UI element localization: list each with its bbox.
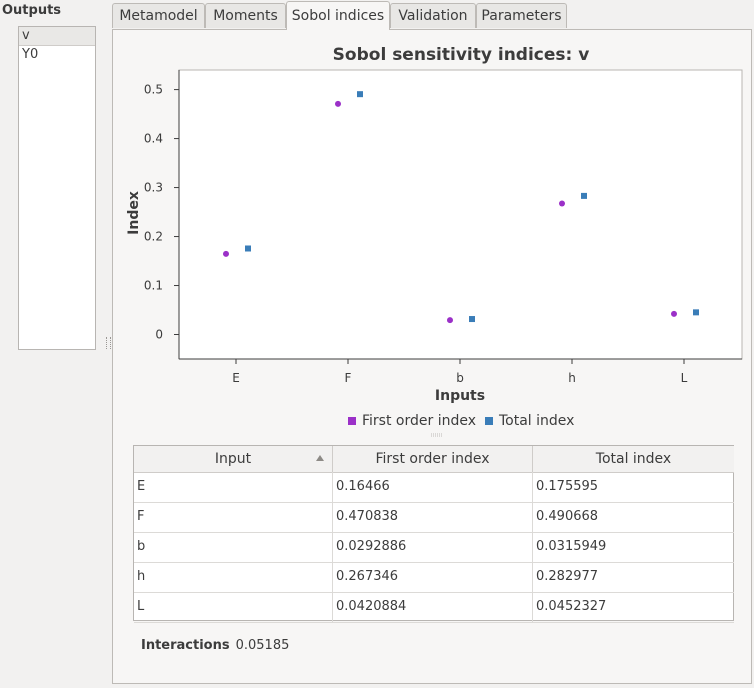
column-header-total-index[interactable]: Total index (595, 451, 672, 467)
table-row[interactable]: F 0.470838 0.490668 (134, 502, 734, 533)
first-order-point-L (671, 310, 677, 317)
y-ticks: 0 0.1 0.2 0.3 0.4 0.5 (144, 83, 179, 342)
first-order-point-F (335, 100, 341, 107)
table-row[interactable]: b 0.0292886 0.0315949 (134, 532, 734, 563)
column-header-first-order-index[interactable]: First order index (333, 446, 533, 472)
tab-metamodel[interactable]: Metamodel (112, 3, 205, 28)
cell-input: F (134, 502, 333, 532)
y-tick-label: 0 (155, 328, 163, 342)
cell-input: L (134, 592, 333, 622)
tab-sobol-indices[interactable]: Sobol indices (286, 1, 390, 30)
sobol-chart: Sobol sensitivity indices: v 0 0.1 0.2 0.3 0… (113, 30, 753, 440)
legend-label-first-order: First order index (362, 413, 476, 429)
table-header: Input First order index Total index (134, 446, 734, 473)
total-index-point-F (357, 91, 363, 98)
x-axis-label: Inputs (435, 388, 485, 404)
total-index-point-L (693, 309, 699, 316)
total-index-point-E (245, 245, 251, 252)
tab-validation[interactable]: Validation (390, 3, 476, 28)
total-index-point-h (581, 192, 587, 199)
data-points (223, 91, 699, 324)
table-row[interactable]: h 0.267346 0.282977 (134, 562, 734, 593)
legend-swatch-total (485, 417, 493, 425)
outputs-label: Outputs (2, 3, 62, 18)
cell-input: h (134, 562, 333, 592)
y-tick-label: 0.2 (144, 230, 163, 244)
x-tick-label: b (456, 371, 464, 385)
chart-splitter-handle[interactable] (431, 433, 443, 437)
cell-first-order-index: 0.470838 (333, 502, 533, 532)
legend-label-total: Total index (498, 413, 574, 429)
legend-swatch-first-order (348, 417, 356, 425)
interactions-label: Interactions (141, 638, 230, 653)
table-row[interactable]: L 0.0420884 0.0452327 (134, 592, 734, 623)
first-order-point-h (559, 200, 565, 207)
column-header-input[interactable]: Input (134, 446, 333, 472)
cell-total-index: 0.175595 (536, 479, 599, 494)
cell-first-order-index: 0.16466 (333, 472, 533, 502)
y-tick-label: 0.4 (144, 132, 163, 146)
y-axis-label: Index (126, 191, 142, 235)
sobol-results-table[interactable]: Input First order index Total index E 0.… (133, 445, 734, 623)
cell-total-index: 0.0452327 (536, 599, 607, 614)
tab-moments[interactable]: Moments (205, 3, 286, 28)
cell-total-index: 0.0315949 (536, 539, 607, 554)
output-item-y0[interactable]: Y0 (22, 47, 39, 62)
table-row[interactable]: E 0.16466 0.175595 (134, 472, 734, 503)
first-order-point-E (223, 250, 229, 257)
first-order-point-b (447, 317, 453, 324)
x-tick-label: h (568, 371, 576, 385)
splitter-handle[interactable] (106, 337, 111, 349)
cell-input: E (134, 472, 333, 502)
y-tick-label: 0.5 (144, 83, 163, 97)
chart-title: Sobol sensitivity indices: v (333, 45, 590, 65)
cell-total-index: 0.282977 (536, 569, 599, 584)
sobol-chart-svg: Sobol sensitivity indices: v 00.10.20.30… (126, 45, 743, 437)
outputs-list[interactable]: v Y0 (18, 26, 96, 350)
x-tick-label: E (232, 371, 240, 385)
cell-total-index: 0.490668 (536, 509, 599, 524)
sobol-indices-panel: Sobol sensitivity indices: v 0 0.1 0.2 0.3 0… (112, 29, 752, 684)
x-tick-label: L (681, 371, 688, 385)
sort-ascending-icon (316, 455, 324, 461)
interactions-summary: Interactions 0.05185 (141, 638, 289, 653)
legend: First order index Total index (348, 413, 574, 429)
output-item-v[interactable]: v (19, 27, 95, 46)
cell-first-order-index: 0.267346 (333, 562, 533, 592)
tab-parameters[interactable]: Parameters (476, 3, 567, 28)
x-tick-label: F (345, 371, 352, 385)
interactions-value: 0.05185 (235, 638, 290, 653)
plot-area (178, 69, 743, 360)
cell-first-order-index: 0.0420884 (333, 592, 533, 622)
cell-input: b (134, 532, 333, 562)
y-tick-label: 0.1 (144, 279, 163, 293)
cell-first-order-index: 0.0292886 (333, 532, 533, 562)
total-index-point-b (469, 316, 475, 323)
y-tick-label: 0.3 (144, 181, 163, 195)
